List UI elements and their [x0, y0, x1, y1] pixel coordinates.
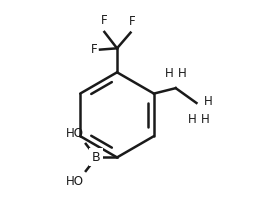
Text: H: H — [165, 67, 174, 80]
Text: H: H — [203, 95, 212, 108]
Text: HO: HO — [66, 127, 84, 140]
Text: B: B — [92, 151, 101, 164]
Text: H: H — [201, 113, 210, 126]
Text: H: H — [188, 113, 197, 126]
Text: HO: HO — [66, 175, 84, 188]
Text: H: H — [178, 67, 187, 80]
Text: F: F — [101, 14, 108, 27]
Text: F: F — [129, 15, 136, 28]
Text: F: F — [91, 43, 97, 56]
